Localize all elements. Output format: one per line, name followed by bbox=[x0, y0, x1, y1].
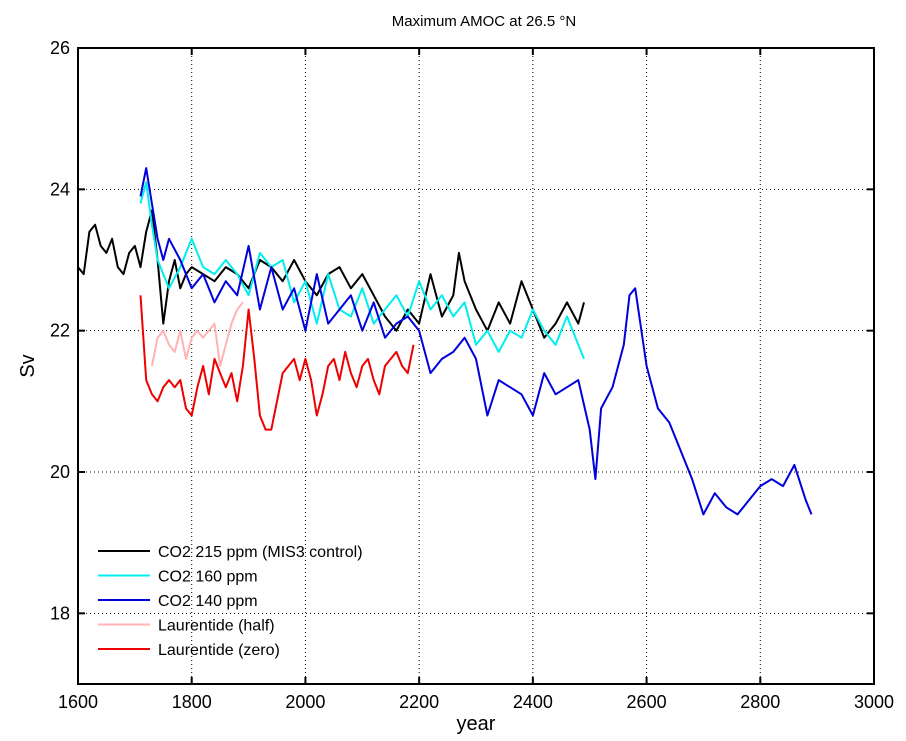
series-line-1 bbox=[77, 209, 585, 339]
series-line-5 bbox=[139, 295, 415, 431]
legend-label: CO2 215 ppm (MIS3 control) bbox=[158, 544, 363, 561]
x-tick-label: 1600 bbox=[58, 692, 98, 712]
x-axis-label: year bbox=[457, 713, 496, 735]
x-tick-label: 2000 bbox=[285, 692, 325, 712]
legend-label: Laurentide (zero) bbox=[158, 642, 280, 659]
x-tick-label: 2600 bbox=[627, 692, 667, 712]
series-lines bbox=[77, 167, 813, 516]
y-tick-label: 24 bbox=[50, 179, 70, 199]
x-tick-label: 2200 bbox=[399, 692, 439, 712]
x-tick-label: 3000 bbox=[854, 692, 894, 712]
series-line-4 bbox=[150, 301, 244, 367]
chart-title: Maximum AMOC at 26.5 °N bbox=[392, 13, 576, 30]
plot-area-frame bbox=[77, 47, 875, 685]
legend-label: CO2 160 ppm bbox=[158, 569, 258, 586]
x-tick-label: 1800 bbox=[172, 692, 212, 712]
y-tick-label: 22 bbox=[50, 321, 70, 341]
y-tick-label: 20 bbox=[50, 462, 70, 482]
y-tick-label: 18 bbox=[50, 603, 70, 623]
x-tick-label: 2800 bbox=[740, 692, 780, 712]
axis-ticks: 1600 1800 2000 2200 2400 2600 2800 3000 18 20 22 24… bbox=[50, 38, 894, 712]
grid-lines bbox=[78, 48, 874, 684]
series-line-2 bbox=[139, 181, 585, 360]
x-tick-label: 2400 bbox=[513, 692, 553, 712]
legend-label: Laurentide (half) bbox=[158, 618, 275, 635]
y-axis-label: Sv bbox=[17, 354, 39, 377]
legend-label: CO2 140 ppm bbox=[158, 593, 258, 610]
legend: CO2 215 ppm (MIS3 control) CO2 160 ppm CO2… bbox=[98, 544, 363, 659]
y-tick-label: 26 bbox=[50, 38, 70, 58]
series-line-3 bbox=[139, 167, 813, 516]
